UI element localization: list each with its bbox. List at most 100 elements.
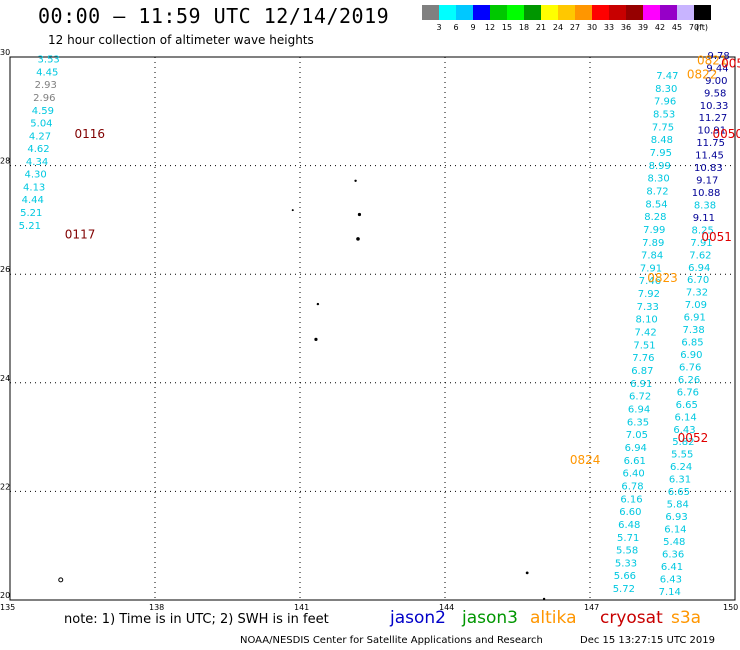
wave-height-values: 3.534.45 2.93 2.96 4.59 5.044.27 4.62 4.34 4.30…: [19, 51, 730, 598]
wave-height-value: 6.35: [627, 417, 649, 428]
wave-height-value: 9.17: [696, 176, 718, 187]
scale-swatch: [677, 5, 694, 20]
wave-height-value: 7.89: [642, 238, 664, 249]
wave-height-value: 2.96: [33, 93, 55, 104]
scale-label: 24: [552, 23, 564, 32]
map-subtitle: 12 hour collection of altimeter wave hei…: [48, 33, 314, 47]
scale-swatch: [694, 5, 711, 20]
scale-label: 36: [620, 23, 632, 32]
wave-height-value: 9.44: [706, 63, 728, 74]
wave-height-value: 4.34: [26, 157, 48, 168]
wave-height-value: 8.28: [644, 212, 666, 223]
wave-height-value: 6.60: [619, 507, 641, 518]
wave-height-value: 5.21: [20, 208, 42, 219]
scale-swatch: [524, 5, 541, 20]
footer-timestamp: Dec 15 13:27:15 UTC 2019: [580, 635, 715, 646]
latitude-tick-label: 24: [0, 374, 10, 383]
wave-height-value: 10.91: [697, 126, 726, 137]
satellite-legend-jason3: jason3: [462, 608, 518, 628]
wave-height-value: 6.91: [630, 379, 652, 390]
scale-label: 30: [586, 23, 598, 32]
satellite-legend-altika: altika: [530, 608, 577, 628]
wave-height-value: 6.87: [631, 366, 653, 377]
wave-height-value: 7.05: [626, 430, 648, 441]
scale-swatch: [507, 5, 524, 20]
longitude-tick-label: 144: [439, 603, 454, 612]
wave-height-value: 6.76: [679, 362, 701, 373]
wave-height-value: 8.99: [649, 161, 671, 172]
wave-height-value: 6.16: [620, 494, 642, 505]
wave-height-value: 6.90: [680, 350, 702, 361]
wave-height-value: 8.48: [651, 135, 673, 146]
wave-height-value: 5.66: [614, 571, 636, 582]
wave-height-value: 11.45: [695, 151, 724, 162]
satellite-legend-jason2: jason2: [390, 608, 446, 628]
wave-height-value: 7.95: [650, 148, 672, 159]
wave-height-value: 6.24: [670, 462, 692, 473]
island-dot: [542, 597, 546, 601]
wave-height-value: 7.91: [690, 238, 712, 249]
wave-height-value: 4.27: [29, 131, 51, 142]
wave-height-value: 4.59: [32, 106, 54, 117]
wave-height-value: 5.04: [30, 119, 52, 130]
wave-height-value: 6.36: [662, 549, 684, 560]
wave-height-value: 5.82: [672, 437, 694, 448]
scale-label: 6: [453, 23, 459, 32]
scale-swatch: [575, 5, 592, 20]
wave-height-value: 8.10: [636, 315, 658, 326]
wave-height-value: 6.41: [661, 562, 683, 573]
scale-swatch: [473, 5, 490, 20]
scale-label: (ft): [695, 23, 709, 32]
wave-height-value: 6.94: [628, 404, 650, 415]
wave-height-value: 5.84: [667, 500, 689, 511]
satellite-legend-s3a: s3a: [671, 608, 702, 628]
latitude-tick-label: 26: [0, 265, 10, 274]
wave-height-value: 7.38: [682, 325, 704, 336]
wave-height-value: 3.53: [38, 55, 60, 66]
wave-height-value: 5.55: [671, 450, 693, 461]
longitude-tick-label: 135: [0, 603, 15, 612]
wave-height-value: 4.13: [23, 182, 45, 193]
wave-height-value: 6.31: [669, 475, 691, 486]
wave-height-value: 6.76: [677, 387, 699, 398]
wave-height-value: 5.58: [616, 546, 638, 557]
wave-height-value: 6.48: [618, 520, 640, 531]
wave-height-value: 6.40: [622, 469, 644, 480]
island-dot: [357, 212, 362, 217]
scale-swatch: [541, 5, 558, 20]
wave-height-value: 7.99: [643, 225, 665, 236]
island-dot: [525, 571, 529, 575]
wave-height-value: 7.92: [638, 289, 660, 300]
scale-label: 21: [535, 23, 547, 32]
scale-swatch: [660, 5, 677, 20]
pass-label: 0824: [570, 453, 601, 467]
wave-height-value: 8.25: [692, 225, 714, 236]
wave-height-value: 4.44: [22, 195, 44, 206]
map-title: 00:00 – 11:59 UTC 12/14/2019: [38, 4, 390, 28]
scale-swatch: [558, 5, 575, 20]
wave-height-value: 5.72: [613, 584, 635, 595]
latitude-tick-label: 20: [0, 591, 10, 600]
map-frame: [9, 56, 736, 601]
pass-label: 0052: [678, 431, 709, 445]
pass-label: 0050: [712, 127, 740, 141]
longitude-tick-label: 138: [149, 603, 164, 612]
pass-label: 0822: [687, 67, 718, 81]
scale-swatch: [609, 5, 626, 20]
wave-height-value: 7.14: [659, 587, 681, 598]
legend-note: note: 1) Time is in UTC; 2) SWH is in fe…: [64, 612, 329, 627]
wave-height-value: 9.78: [707, 51, 729, 62]
wave-height-value: 7.62: [689, 250, 711, 261]
longitude-tick-label: 147: [584, 603, 599, 612]
longitude-tick-label: 150: [723, 603, 738, 612]
pass-label: 0051: [701, 230, 732, 244]
wave-height-value: 6.85: [681, 338, 703, 349]
scale-label: 33: [603, 23, 615, 32]
island-dot: [316, 302, 320, 306]
scale-label: 70: [688, 23, 700, 32]
wave-height-value: 7.75: [652, 122, 674, 133]
island-dot: [291, 209, 294, 212]
wave-height-color-scale: [422, 5, 711, 20]
latitude-tick-label: 22: [0, 482, 10, 491]
